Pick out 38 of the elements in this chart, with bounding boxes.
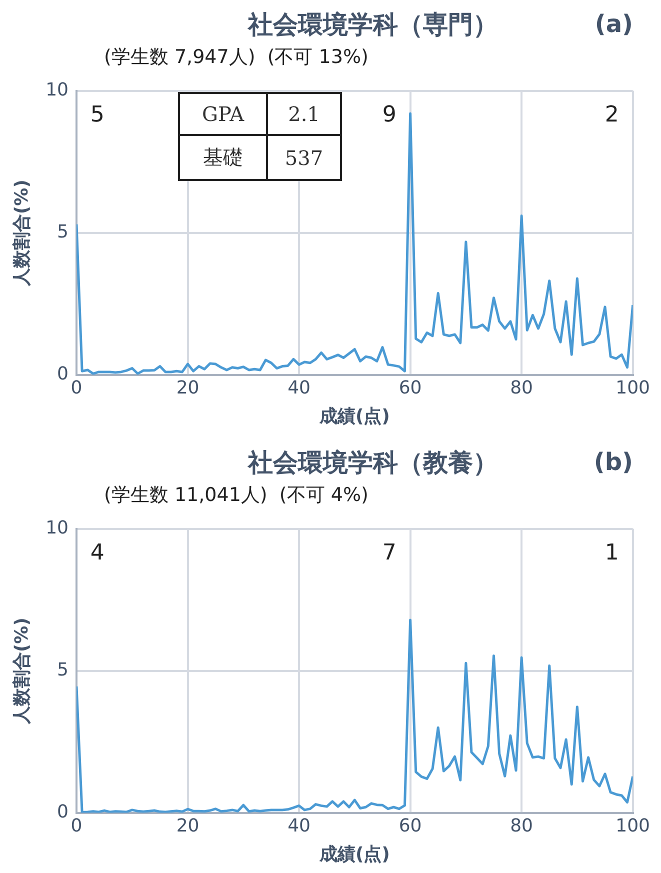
annotation: 7 (382, 540, 396, 566)
y-axis-title: 人数割合(%) (11, 618, 32, 726)
y-tick-label: 5 (57, 659, 69, 680)
y-axis-title: 人数割合(%) (11, 180, 32, 288)
chart-title: 社会環境学科（教養） (248, 448, 498, 477)
x-tick-label: 60 (398, 377, 422, 398)
annotation: 基礎 (179, 135, 267, 180)
x-tick-label: 20 (176, 815, 200, 836)
x-tick-label: 0 (70, 377, 82, 398)
annotation: 4 (90, 540, 104, 566)
x-tick-label: 40 (288, 377, 310, 398)
annotation: 5 (90, 102, 104, 128)
annotation: GPA (179, 93, 267, 135)
annotation: 1 (604, 540, 619, 566)
chart-subtitle: (学生数 7,947人) (不可 13%) (103, 45, 370, 70)
x-axis-title: 成績(点) (318, 844, 390, 865)
x-axis-title: 成績(点) (318, 406, 390, 427)
y-tick-label: 10 (46, 79, 69, 100)
x-tick-label: 40 (288, 815, 310, 836)
y-tick-label: 0 (57, 801, 69, 822)
x-tick-label: 80 (510, 377, 534, 398)
y-tick-label: 0 (57, 363, 69, 384)
x-tick-label: 100 (616, 377, 650, 398)
y-tick-label: 10 (46, 517, 69, 538)
annotation: 9 (382, 102, 396, 128)
text: (b) (594, 448, 633, 476)
x-tick-label: 20 (176, 377, 200, 398)
y-tick-label: 5 (57, 221, 69, 242)
chart-subtitle: (学生数 11,041人) (不可 4%) (103, 483, 370, 508)
x-tick-label: 80 (510, 815, 534, 836)
x-tick-label: 100 (616, 815, 650, 836)
text: (a) (594, 10, 633, 38)
chart-title: 社会環境学科（専門） (248, 10, 498, 39)
annotation: 537 (267, 135, 341, 180)
x-tick-label: 0 (70, 815, 82, 836)
annotation: 2 (604, 102, 619, 128)
annotation: 2.1 (267, 93, 341, 135)
x-tick-label: 60 (398, 815, 422, 836)
